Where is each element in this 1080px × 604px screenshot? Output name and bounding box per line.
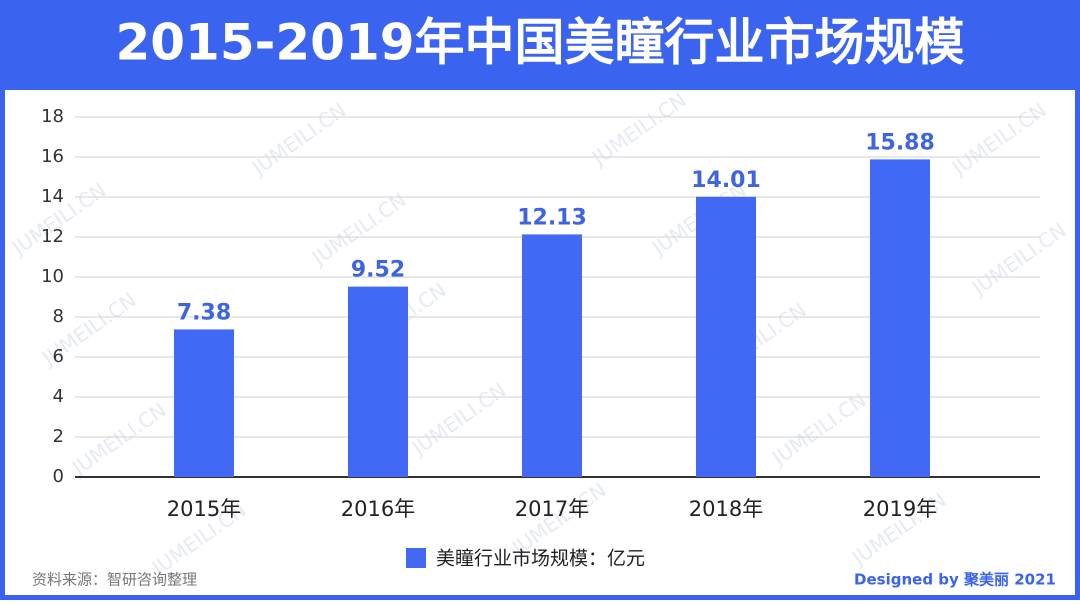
- legend-swatch: [406, 548, 426, 568]
- value-label: 15.88: [865, 130, 935, 155]
- y-tick-label: 16: [41, 146, 64, 167]
- y-tick-label: 8: [53, 306, 64, 327]
- y-tick-label: 2: [53, 426, 64, 447]
- bar: [696, 196, 756, 478]
- source-note: 资料来源：智研咨询整理: [32, 571, 197, 589]
- y-tick-label: 12: [41, 226, 64, 247]
- bar: [174, 329, 234, 477]
- credit: Designed by 聚美丽 2021: [854, 571, 1056, 589]
- y-tick-label: 4: [53, 386, 64, 407]
- value-label: 7.38: [177, 300, 231, 325]
- x-tick-label: 2017年: [515, 497, 589, 521]
- value-label: 9.52: [351, 258, 405, 283]
- value-label: 12.13: [517, 205, 587, 230]
- y-tick-label: 0: [53, 466, 64, 487]
- y-tick-label: 6: [53, 346, 64, 367]
- y-tick-label: 14: [41, 186, 64, 207]
- plot: 0 2 4 6 8 10 12 14 16 18 7.38 9.52 12.13 14.01 15.88 美瞳…: [41, 106, 1040, 570]
- bar: [870, 159, 930, 477]
- y-tick-label: 18: [41, 106, 64, 127]
- value-label: 14.01: [691, 168, 761, 193]
- bar: [522, 234, 582, 477]
- x-tick-label: 2015年: [167, 497, 241, 521]
- x-tick-label: 2018年: [689, 497, 763, 521]
- x-tick-label: 2019年: [863, 497, 937, 521]
- x-tick-label: 2016年: [341, 497, 415, 521]
- chart-title: 2015-2019年中国美瞳行业市场规模: [115, 14, 964, 72]
- legend-label: 美瞳行业市场规模：亿元: [436, 548, 645, 570]
- y-tick-label: 10: [41, 266, 64, 287]
- bar: [348, 286, 408, 477]
